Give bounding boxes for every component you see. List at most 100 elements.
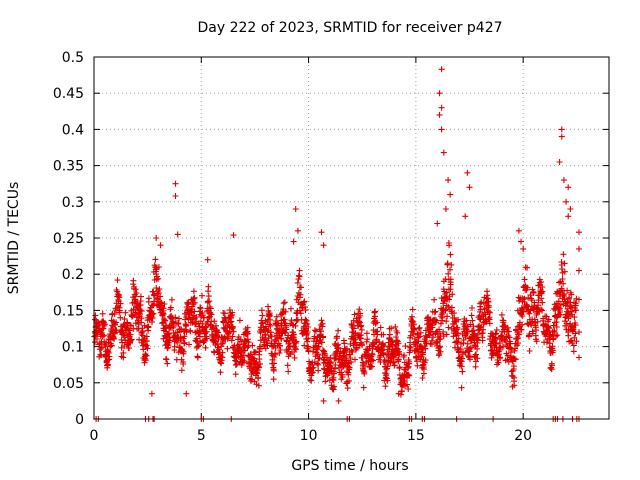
x-tick-label: 10	[300, 428, 318, 444]
data-point	[249, 342, 256, 349]
data-point	[152, 256, 159, 263]
data-point	[181, 340, 188, 347]
data-point	[149, 319, 155, 326]
data-point	[116, 291, 122, 298]
data-point	[197, 305, 204, 312]
data-point	[229, 333, 236, 340]
data-point	[163, 322, 170, 329]
data-point	[176, 315, 182, 322]
data-point	[171, 343, 178, 350]
data-point	[228, 324, 235, 331]
data-point	[111, 310, 118, 317]
data-point	[219, 349, 226, 356]
data-point	[120, 349, 127, 356]
y-tick-label: 0.4	[62, 122, 84, 138]
data-point	[105, 349, 112, 356]
data-point	[100, 332, 107, 339]
data-point	[255, 382, 262, 389]
y-tick-label: 0.5	[62, 50, 84, 66]
data-point	[195, 330, 202, 337]
data-point	[153, 271, 160, 277]
data-point	[155, 275, 162, 282]
data-point	[105, 348, 112, 355]
data-point	[190, 288, 197, 295]
data-point	[205, 293, 212, 300]
data-point	[225, 334, 232, 341]
data-point	[217, 369, 224, 376]
data-point	[234, 361, 240, 368]
data-point	[230, 328, 237, 335]
chart-title: Day 222 of 2023, SRMTID for receiver p42…	[197, 20, 502, 36]
data-point	[111, 335, 118, 342]
data-point	[208, 311, 215, 318]
data-point	[116, 304, 123, 311]
data-point	[141, 322, 148, 329]
data-point	[257, 329, 264, 336]
data-point	[196, 323, 203, 330]
data-point	[191, 308, 198, 315]
data-point	[224, 345, 231, 352]
data-point	[225, 329, 232, 336]
data-point	[113, 319, 120, 326]
data-point	[163, 356, 170, 363]
data-point	[207, 305, 214, 312]
data-point	[126, 327, 133, 334]
data-point	[256, 356, 263, 363]
y-tick-label: 0.25	[53, 231, 84, 247]
data-point	[258, 307, 265, 314]
data-point	[209, 324, 216, 331]
data-point	[142, 357, 149, 364]
data-point	[99, 333, 106, 340]
data-point	[122, 309, 129, 316]
data-point	[227, 319, 234, 326]
data-point	[219, 340, 226, 347]
data-point	[97, 346, 104, 353]
data-point	[114, 277, 121, 284]
data-point	[252, 349, 259, 356]
data-point	[133, 290, 140, 297]
data-point	[195, 343, 201, 350]
data-point	[213, 322, 219, 329]
x-tick-label: 15	[407, 428, 425, 444]
y-tick-label: 0.2	[62, 267, 84, 283]
data-point	[166, 337, 173, 344]
data-point	[259, 320, 266, 327]
data-point	[121, 334, 128, 341]
data-point	[164, 360, 171, 367]
data-point	[199, 292, 205, 299]
data-point	[132, 296, 139, 303]
data-point	[214, 333, 221, 340]
data-point	[100, 325, 107, 332]
data-point	[245, 339, 252, 346]
data-point	[241, 358, 248, 364]
data-point	[117, 300, 124, 307]
data-point	[229, 323, 236, 330]
data-point	[191, 299, 198, 306]
data-point	[98, 344, 105, 351]
data-point	[137, 307, 144, 314]
data-point	[161, 301, 168, 307]
data-point	[121, 316, 128, 323]
data-point	[127, 337, 134, 344]
data-point	[92, 339, 98, 346]
data-point	[262, 331, 269, 338]
data-point	[111, 322, 118, 328]
data-point	[195, 342, 202, 349]
data-point	[186, 341, 192, 348]
data-point	[159, 307, 166, 314]
data-point	[117, 314, 124, 321]
data-point	[172, 314, 179, 321]
y-tick-label: 0.3	[62, 195, 84, 211]
data-point	[105, 357, 112, 363]
data-point	[211, 318, 218, 325]
data-point	[145, 323, 152, 330]
data-point	[129, 313, 135, 320]
data-point	[206, 298, 213, 305]
data-point	[156, 286, 163, 293]
data-point	[222, 315, 229, 322]
data-point	[259, 312, 266, 319]
data-point	[203, 335, 210, 342]
data-point	[99, 310, 106, 317]
x-tick-label: 20	[514, 428, 532, 444]
